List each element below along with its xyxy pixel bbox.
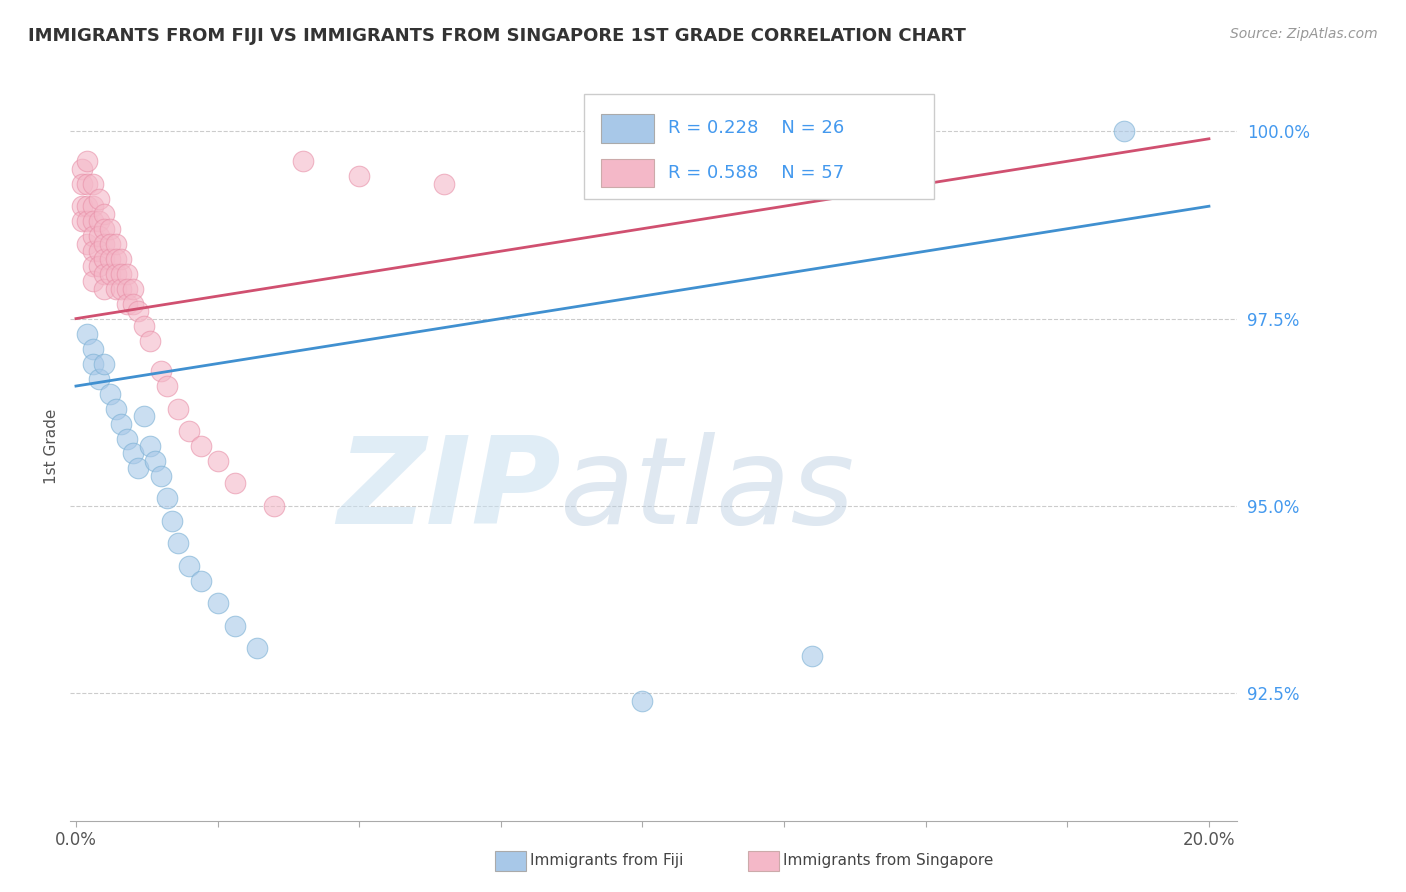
Point	[93, 282, 115, 296]
Point	[149, 364, 172, 378]
Text: Immigrants from Fiji: Immigrants from Fiji	[530, 854, 683, 868]
Point	[207, 454, 229, 468]
Point	[104, 236, 127, 251]
Text: Source: ZipAtlas.com: Source: ZipAtlas.com	[1230, 27, 1378, 41]
Point	[433, 177, 456, 191]
Point	[190, 574, 212, 588]
Point	[143, 454, 166, 468]
Point	[121, 446, 143, 460]
Point	[70, 214, 93, 228]
Point	[115, 296, 138, 310]
Point	[115, 432, 138, 446]
Point	[162, 514, 184, 528]
Point	[93, 267, 115, 281]
Point	[93, 357, 115, 371]
Point	[179, 424, 201, 438]
Point	[224, 476, 246, 491]
Point	[1112, 124, 1135, 138]
Point	[127, 461, 149, 475]
Point	[82, 199, 104, 213]
Point	[76, 214, 98, 228]
Point	[93, 221, 115, 235]
Text: IMMIGRANTS FROM FIJI VS IMMIGRANTS FROM SINGAPORE 1ST GRADE CORRELATION CHART: IMMIGRANTS FROM FIJI VS IMMIGRANTS FROM …	[28, 27, 966, 45]
Point	[76, 326, 98, 341]
Point	[82, 244, 104, 259]
Point	[82, 229, 104, 244]
Point	[138, 334, 160, 348]
Point	[104, 401, 127, 416]
Point	[87, 214, 110, 228]
Point	[110, 267, 132, 281]
Y-axis label: 1st Grade: 1st Grade	[44, 409, 59, 483]
Point	[127, 304, 149, 318]
Point	[93, 236, 115, 251]
Point	[115, 267, 138, 281]
Point	[121, 296, 143, 310]
Point	[246, 641, 269, 656]
Point	[149, 469, 172, 483]
Point	[110, 417, 132, 431]
Point	[190, 439, 212, 453]
Point	[155, 491, 177, 506]
Point	[155, 379, 177, 393]
Text: atlas: atlas	[561, 433, 856, 549]
Bar	[602, 114, 654, 143]
Point	[104, 252, 127, 266]
Point	[263, 499, 285, 513]
Point	[82, 214, 104, 228]
Point	[76, 236, 98, 251]
Bar	[602, 159, 654, 187]
Point	[87, 371, 110, 385]
Point	[70, 199, 93, 213]
Point	[138, 439, 160, 453]
Point	[93, 207, 115, 221]
Point	[70, 161, 93, 176]
Point	[207, 596, 229, 610]
Point	[110, 252, 132, 266]
Point	[76, 199, 98, 213]
Point	[76, 154, 98, 169]
Point	[82, 274, 104, 288]
Point	[98, 236, 121, 251]
Point	[104, 282, 127, 296]
Point	[167, 536, 190, 550]
Point	[82, 259, 104, 273]
Point	[87, 192, 110, 206]
Point	[291, 154, 314, 169]
Point	[121, 282, 143, 296]
Point	[224, 619, 246, 633]
Point	[70, 177, 93, 191]
Point	[110, 282, 132, 296]
Point	[347, 169, 370, 184]
Point	[82, 177, 104, 191]
Point	[98, 386, 121, 401]
Point	[167, 401, 190, 416]
Point	[82, 357, 104, 371]
Point	[98, 267, 121, 281]
Point	[87, 244, 110, 259]
Point	[132, 319, 155, 334]
Point	[631, 694, 654, 708]
Point	[82, 342, 104, 356]
Text: ZIP: ZIP	[336, 433, 561, 549]
Point	[115, 282, 138, 296]
Text: R = 0.228    N = 26: R = 0.228 N = 26	[668, 120, 844, 137]
Text: Immigrants from Singapore: Immigrants from Singapore	[783, 854, 994, 868]
FancyBboxPatch shape	[583, 94, 934, 199]
Point	[98, 221, 121, 235]
Point	[104, 267, 127, 281]
Text: R = 0.588    N = 57: R = 0.588 N = 57	[668, 164, 844, 182]
Point	[93, 252, 115, 266]
Point	[132, 409, 155, 423]
Point	[801, 648, 824, 663]
Point	[87, 259, 110, 273]
Point	[76, 177, 98, 191]
Point	[98, 252, 121, 266]
Point	[179, 558, 201, 573]
Point	[87, 229, 110, 244]
